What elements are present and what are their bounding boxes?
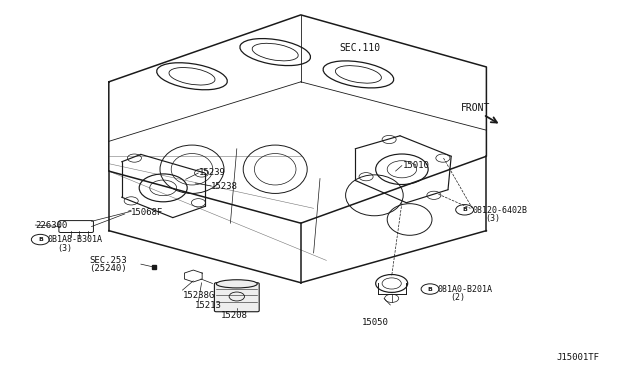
Text: (3): (3) [58,244,72,253]
Text: (25240): (25240) [90,264,127,273]
FancyBboxPatch shape [214,283,259,312]
Text: 226300: 226300 [35,221,67,230]
Text: 0B1A8-B301A: 0B1A8-B301A [48,235,103,244]
Text: 15239: 15239 [198,169,225,177]
Text: SEC.110: SEC.110 [339,44,380,53]
Text: 15010: 15010 [403,161,430,170]
Text: FRONT: FRONT [461,103,490,113]
Text: 15213: 15213 [195,301,222,310]
Text: 15238: 15238 [211,182,238,190]
Text: 15238G: 15238G [182,291,214,300]
Text: SEC.253: SEC.253 [90,256,127,265]
Text: 15208: 15208 [221,311,248,320]
Text: (3): (3) [485,214,500,223]
Text: J15001TF: J15001TF [557,353,600,362]
Text: (2): (2) [450,294,465,302]
Text: 08120-6402B: 08120-6402B [472,206,527,215]
Text: B: B [462,207,467,212]
Text: B: B [428,286,433,292]
Ellipse shape [216,280,257,288]
Text: B: B [38,237,43,242]
Text: 081A0-B201A: 081A0-B201A [437,285,492,294]
Text: 15050: 15050 [362,318,388,327]
Text: 15068F: 15068F [131,208,163,217]
